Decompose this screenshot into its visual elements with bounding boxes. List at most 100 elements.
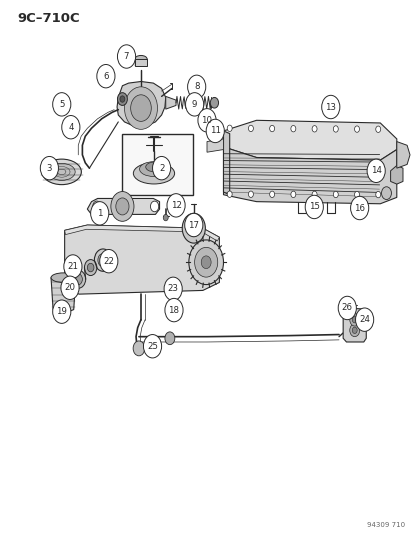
Polygon shape bbox=[223, 131, 229, 195]
Circle shape bbox=[311, 126, 316, 132]
Circle shape bbox=[187, 220, 200, 237]
Circle shape bbox=[191, 225, 196, 231]
Circle shape bbox=[321, 95, 339, 119]
Circle shape bbox=[349, 324, 359, 337]
Ellipse shape bbox=[97, 254, 108, 266]
Polygon shape bbox=[206, 139, 223, 152]
Polygon shape bbox=[396, 142, 409, 168]
Circle shape bbox=[90, 201, 109, 225]
Text: 9: 9 bbox=[192, 100, 197, 109]
Circle shape bbox=[152, 157, 170, 180]
Polygon shape bbox=[87, 198, 159, 214]
Circle shape bbox=[354, 126, 358, 132]
Text: 18: 18 bbox=[168, 305, 179, 314]
Text: 1: 1 bbox=[97, 209, 102, 218]
Ellipse shape bbox=[51, 273, 76, 282]
Circle shape bbox=[350, 196, 368, 220]
Circle shape bbox=[332, 126, 337, 132]
Circle shape bbox=[52, 300, 71, 324]
Text: 5: 5 bbox=[59, 100, 64, 109]
Circle shape bbox=[210, 98, 218, 108]
Circle shape bbox=[116, 198, 129, 215]
Circle shape bbox=[111, 191, 134, 221]
Text: 15: 15 bbox=[308, 203, 319, 212]
Circle shape bbox=[64, 255, 82, 278]
Circle shape bbox=[93, 201, 101, 212]
Circle shape bbox=[349, 313, 359, 326]
Circle shape bbox=[206, 119, 224, 143]
Circle shape bbox=[163, 214, 168, 221]
Polygon shape bbox=[342, 308, 366, 342]
Circle shape bbox=[366, 159, 385, 182]
Circle shape bbox=[97, 64, 115, 88]
Circle shape bbox=[194, 247, 217, 277]
Circle shape bbox=[40, 157, 58, 180]
Ellipse shape bbox=[145, 162, 162, 172]
Circle shape bbox=[304, 195, 323, 219]
Circle shape bbox=[227, 191, 232, 197]
Circle shape bbox=[351, 327, 356, 334]
Bar bbox=[135, 59, 147, 66]
Text: 16: 16 bbox=[353, 204, 364, 213]
Text: 24: 24 bbox=[358, 315, 369, 324]
Text: 20: 20 bbox=[64, 283, 75, 292]
Circle shape bbox=[375, 126, 380, 132]
Text: 9C–710C: 9C–710C bbox=[17, 12, 80, 26]
Text: 8: 8 bbox=[193, 82, 199, 91]
Circle shape bbox=[269, 191, 274, 198]
Text: 21: 21 bbox=[67, 262, 78, 271]
Ellipse shape bbox=[135, 55, 147, 63]
Polygon shape bbox=[390, 165, 402, 184]
Circle shape bbox=[354, 191, 358, 198]
Circle shape bbox=[164, 332, 174, 345]
Circle shape bbox=[187, 75, 205, 99]
Circle shape bbox=[164, 298, 183, 322]
Text: 94309 710: 94309 710 bbox=[366, 522, 404, 528]
Polygon shape bbox=[64, 225, 219, 241]
Ellipse shape bbox=[72, 273, 82, 285]
Ellipse shape bbox=[139, 161, 168, 176]
Ellipse shape bbox=[87, 263, 94, 272]
Circle shape bbox=[311, 191, 316, 198]
Text: 14: 14 bbox=[370, 166, 381, 175]
Text: 13: 13 bbox=[325, 102, 335, 111]
Circle shape bbox=[332, 191, 337, 198]
Polygon shape bbox=[64, 225, 219, 294]
Circle shape bbox=[290, 125, 295, 132]
Circle shape bbox=[197, 109, 216, 132]
Circle shape bbox=[182, 213, 205, 243]
Polygon shape bbox=[223, 120, 396, 160]
Circle shape bbox=[375, 191, 380, 198]
Circle shape bbox=[188, 240, 223, 285]
Text: 11: 11 bbox=[209, 126, 220, 135]
Polygon shape bbox=[117, 82, 165, 126]
Circle shape bbox=[166, 193, 185, 217]
Circle shape bbox=[62, 116, 80, 139]
Circle shape bbox=[61, 276, 79, 300]
Circle shape bbox=[124, 87, 157, 130]
Polygon shape bbox=[51, 278, 76, 314]
Circle shape bbox=[269, 125, 274, 132]
Text: 12: 12 bbox=[170, 201, 181, 210]
Text: 23: 23 bbox=[167, 284, 178, 293]
Bar bbox=[122, 134, 192, 195]
Circle shape bbox=[100, 249, 118, 273]
Circle shape bbox=[133, 341, 145, 356]
Circle shape bbox=[248, 191, 253, 197]
Circle shape bbox=[117, 93, 127, 106]
Text: 6: 6 bbox=[103, 71, 108, 80]
Polygon shape bbox=[223, 147, 396, 204]
Ellipse shape bbox=[133, 163, 174, 184]
Circle shape bbox=[201, 256, 211, 269]
Circle shape bbox=[381, 187, 391, 199]
Text: 7: 7 bbox=[123, 52, 129, 61]
Circle shape bbox=[248, 125, 253, 132]
Circle shape bbox=[351, 317, 356, 323]
Circle shape bbox=[227, 125, 232, 132]
Circle shape bbox=[120, 96, 125, 102]
Ellipse shape bbox=[94, 249, 112, 271]
Circle shape bbox=[150, 201, 158, 212]
Text: 2: 2 bbox=[159, 164, 164, 173]
Text: 25: 25 bbox=[147, 342, 158, 351]
Circle shape bbox=[131, 95, 151, 122]
